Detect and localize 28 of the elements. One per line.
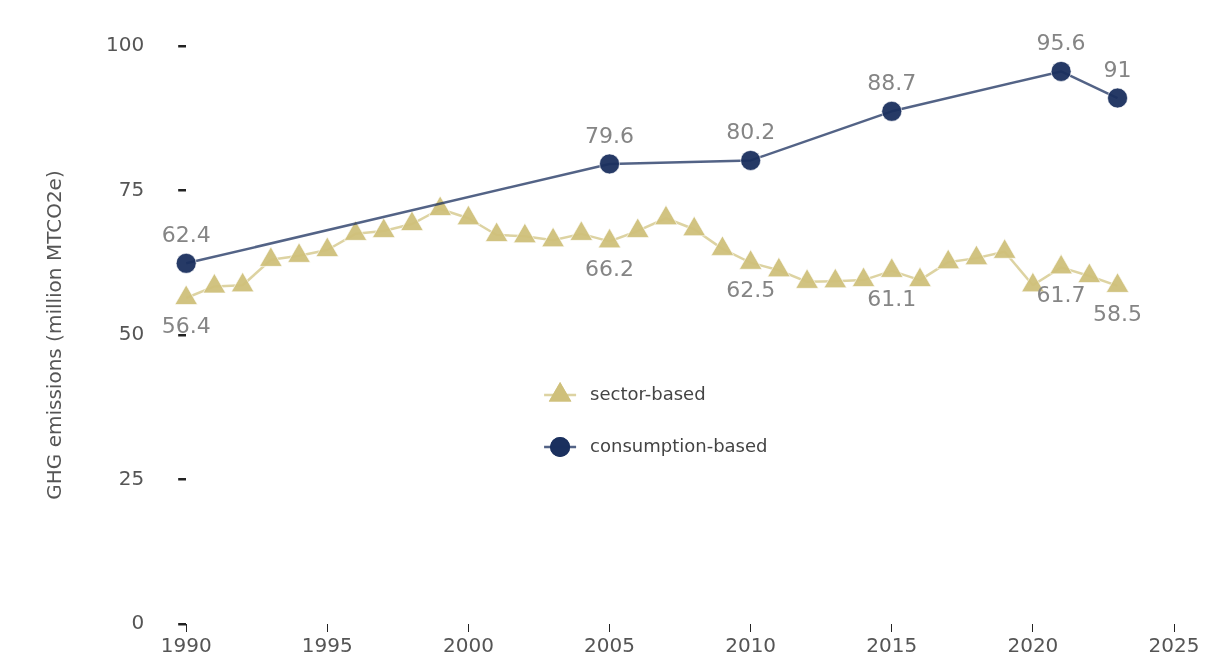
y-tick-label: 75	[118, 176, 145, 201]
x-tick-label: 1995	[301, 633, 353, 658]
data-label: 80.2	[726, 119, 776, 145]
y-tick-label: 50	[118, 321, 145, 346]
legend-label: consumption-based	[590, 434, 768, 456]
data-label: 62.5	[726, 277, 776, 303]
data-label: 62.4	[161, 222, 211, 248]
x-tick-label: 2020	[1007, 633, 1059, 658]
data-label: 95.6	[1036, 30, 1086, 56]
y-tick-label: 100	[105, 32, 145, 57]
x-tick-label: 1990	[160, 633, 212, 658]
y-tick-label: 25	[118, 465, 145, 490]
data-label: 88.7	[867, 70, 917, 96]
data-label: 61.7	[1036, 282, 1086, 308]
data-label: 58.5	[1093, 300, 1143, 326]
y-tick-label: 0	[131, 610, 145, 635]
x-tick-label: 2010	[725, 633, 777, 658]
x-tick-label: 2025	[1148, 633, 1200, 658]
data-label: 61.1	[867, 285, 917, 311]
x-tick-label: 2015	[866, 633, 918, 658]
data-label: 91	[1103, 56, 1132, 82]
legend-label: sector-based	[590, 382, 706, 404]
data-label: 79.6	[585, 122, 635, 148]
data-label: 66.2	[585, 256, 635, 282]
y-axis-title: GHG emissions (million MTCO2e)	[42, 170, 67, 500]
x-tick-label: 2005	[584, 633, 635, 658]
data-label: 56.4	[161, 312, 211, 338]
x-tick-label: 2000	[442, 633, 494, 658]
